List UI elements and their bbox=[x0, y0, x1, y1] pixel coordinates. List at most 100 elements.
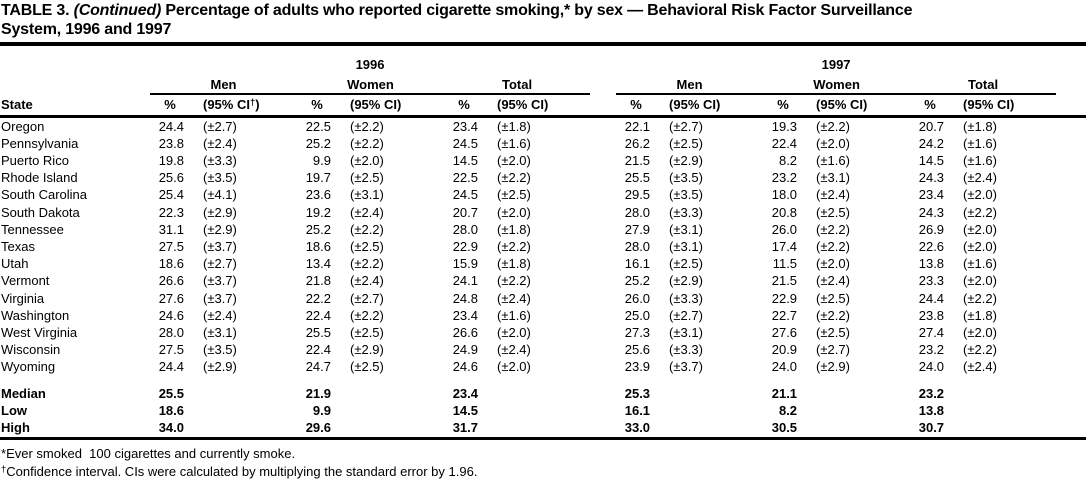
ci-value: (±3.1) bbox=[816, 170, 850, 186]
ci-value: (±1.8) bbox=[497, 118, 531, 134]
ci-column-header: (95% CI) bbox=[656, 93, 764, 118]
pct-value: 11.5 bbox=[772, 256, 798, 272]
table-row: Oregon 24.4 (±2.7) 22.5 (±2.2) 23.4 (±1.8) 22.1… bbox=[0, 116, 1086, 135]
pct-value: 23.4 bbox=[452, 118, 478, 134]
pct-column-header: % bbox=[150, 93, 190, 118]
ci-value: (±2.0) bbox=[963, 273, 997, 289]
pct-value: 13.4 bbox=[305, 256, 331, 272]
state-name: Tennessee bbox=[1, 221, 64, 237]
table-row: Rhode Island 25.6 (±3.5) 19.7 (±2.5) 22.5 (±2.… bbox=[0, 169, 1086, 186]
pct-column-header: % bbox=[297, 93, 337, 118]
pct-value: 27.3 bbox=[624, 324, 651, 340]
pct-value: 25.6 bbox=[624, 342, 651, 358]
summary-value: 34.0 bbox=[150, 418, 190, 441]
pct-value: 9.9 bbox=[312, 152, 331, 168]
pct-value: 20.8 bbox=[771, 204, 798, 220]
women-1997-label: Women bbox=[763, 73, 911, 95]
pct-value: 24.0 bbox=[771, 359, 798, 375]
table-row: Utah 18.6 (±2.7) 13.4 (±2.2) 15.9 (±1.8) 16.1 (±… bbox=[0, 255, 1086, 272]
summary-label: High bbox=[0, 418, 150, 441]
pct-value: 8.2 bbox=[778, 152, 798, 168]
ci-value: (±2.0) bbox=[963, 238, 997, 254]
pct-value: 22.2 bbox=[305, 290, 331, 306]
summary-value: 23.2 bbox=[918, 385, 945, 401]
pct-value: 25.2 bbox=[305, 135, 331, 151]
ci-value: (±1.8) bbox=[963, 307, 997, 323]
pct-column-header: % bbox=[910, 93, 951, 118]
pct-value: 19.3 bbox=[771, 118, 798, 134]
footnote-text: Ever smoked 100 cigarettes and currently… bbox=[6, 446, 296, 462]
summary-value: 23.4 bbox=[452, 385, 478, 401]
table-row: South Carolina 25.4 (±4.1) 23.6 (±3.1) 24.5 (±… bbox=[0, 186, 1086, 203]
pct-value: 16.1 bbox=[624, 256, 651, 272]
pct-value: 24.6 bbox=[158, 307, 184, 323]
pct-value: 28.0 bbox=[452, 221, 478, 237]
summary-value: 25.3 bbox=[624, 385, 651, 401]
continued-label: (Continued) bbox=[73, 2, 162, 19]
pct-value: 22.7 bbox=[771, 307, 798, 323]
ci-value: (±2.2) bbox=[816, 238, 850, 254]
pct-value: 28.0 bbox=[158, 324, 184, 340]
ci-value: (±1.6) bbox=[816, 152, 850, 168]
summary-row: Median 25.5 21.9 23.4 25.3 21.1 23.2 bbox=[0, 376, 1086, 402]
ci-value: (±3.1) bbox=[669, 221, 703, 237]
summary-value: 8.2 bbox=[778, 402, 798, 418]
pct-value: 26.0 bbox=[624, 290, 651, 306]
footnote-text: Confidence interval. CIs were calculated… bbox=[6, 463, 478, 479]
sex-header-row: Men Women Total Men Women Total bbox=[0, 73, 1086, 95]
ci-value: (±2.9) bbox=[816, 359, 850, 375]
ci-value: (±2.7) bbox=[350, 290, 384, 306]
ci-column-header-dagger: (95% CI†) bbox=[190, 93, 297, 118]
ci-value: (±2.4) bbox=[203, 307, 237, 323]
pct-value: 14.5 bbox=[452, 152, 478, 168]
pct-value: 15.9 bbox=[452, 256, 478, 272]
ci-label-close: ) bbox=[255, 96, 260, 112]
pct-value: 18.6 bbox=[305, 238, 331, 254]
ci-value: (±2.5) bbox=[816, 324, 850, 340]
pct-value: 19.7 bbox=[305, 170, 331, 186]
ci-value: (±3.3) bbox=[669, 342, 703, 358]
pct-value: 26.2 bbox=[624, 135, 651, 151]
ci-value: (±3.5) bbox=[669, 187, 703, 203]
ci-value: (±2.0) bbox=[497, 204, 531, 220]
ci-value: (±3.5) bbox=[669, 170, 703, 186]
ci-column-header: (95% CI) bbox=[337, 93, 444, 118]
ci-value: (±3.7) bbox=[203, 290, 237, 306]
pct-value: 25.2 bbox=[624, 273, 651, 289]
pct-value: 22.6 bbox=[918, 238, 945, 254]
ci-value: (±3.1) bbox=[350, 187, 384, 203]
ci-value: (±2.5) bbox=[816, 204, 850, 220]
pct-column-header: % bbox=[616, 93, 657, 118]
pct-value: 24.3 bbox=[918, 170, 945, 186]
state-name: West Virginia bbox=[1, 324, 78, 340]
pct-value: 28.0 bbox=[624, 238, 651, 254]
ci-value: (±3.3) bbox=[669, 290, 703, 306]
summary-value: 31.7 bbox=[444, 418, 484, 441]
ci-value: (±2.0) bbox=[963, 324, 997, 340]
pct-value: 24.5 bbox=[452, 187, 478, 203]
ci-value: (±4.1) bbox=[203, 187, 237, 203]
state-name: Texas bbox=[1, 238, 35, 254]
summary-value: 13.8 bbox=[918, 402, 945, 418]
table-title-line1: TABLE 3. (Continued) Percentage of adult… bbox=[1, 2, 1086, 21]
table-row: Wyoming 24.4 (±2.9) 24.7 (±2.5) 24.6 (±2.0) 23.… bbox=[0, 358, 1086, 375]
ci-value: (±2.2) bbox=[350, 118, 384, 134]
ci-value: (±2.5) bbox=[350, 170, 384, 186]
ci-value: (±3.7) bbox=[669, 359, 703, 375]
pct-value: 23.4 bbox=[452, 307, 478, 323]
ci-value: (±2.9) bbox=[203, 204, 237, 220]
pct-value: 24.9 bbox=[452, 342, 478, 358]
pct-value: 23.4 bbox=[918, 187, 945, 203]
data-table: 1996 1997 Men Women Total Men Women Tota… bbox=[0, 46, 1086, 441]
pct-value: 24.4 bbox=[158, 118, 184, 134]
year-1996-label: 1996 bbox=[355, 56, 385, 72]
summary-row: High 34.0 29.6 31.7 33.0 30.5 30.7 bbox=[0, 418, 1086, 441]
ci-value: (±1.6) bbox=[963, 256, 997, 272]
ci-value: (±2.9) bbox=[203, 359, 237, 375]
ci-value: (±1.8) bbox=[497, 256, 531, 272]
pct-value: 25.5 bbox=[624, 170, 651, 186]
ci-value: (±2.2) bbox=[497, 273, 531, 289]
pct-value: 21.5 bbox=[771, 273, 798, 289]
summary-value: 30.7 bbox=[910, 418, 951, 441]
pct-value: 26.0 bbox=[771, 221, 798, 237]
